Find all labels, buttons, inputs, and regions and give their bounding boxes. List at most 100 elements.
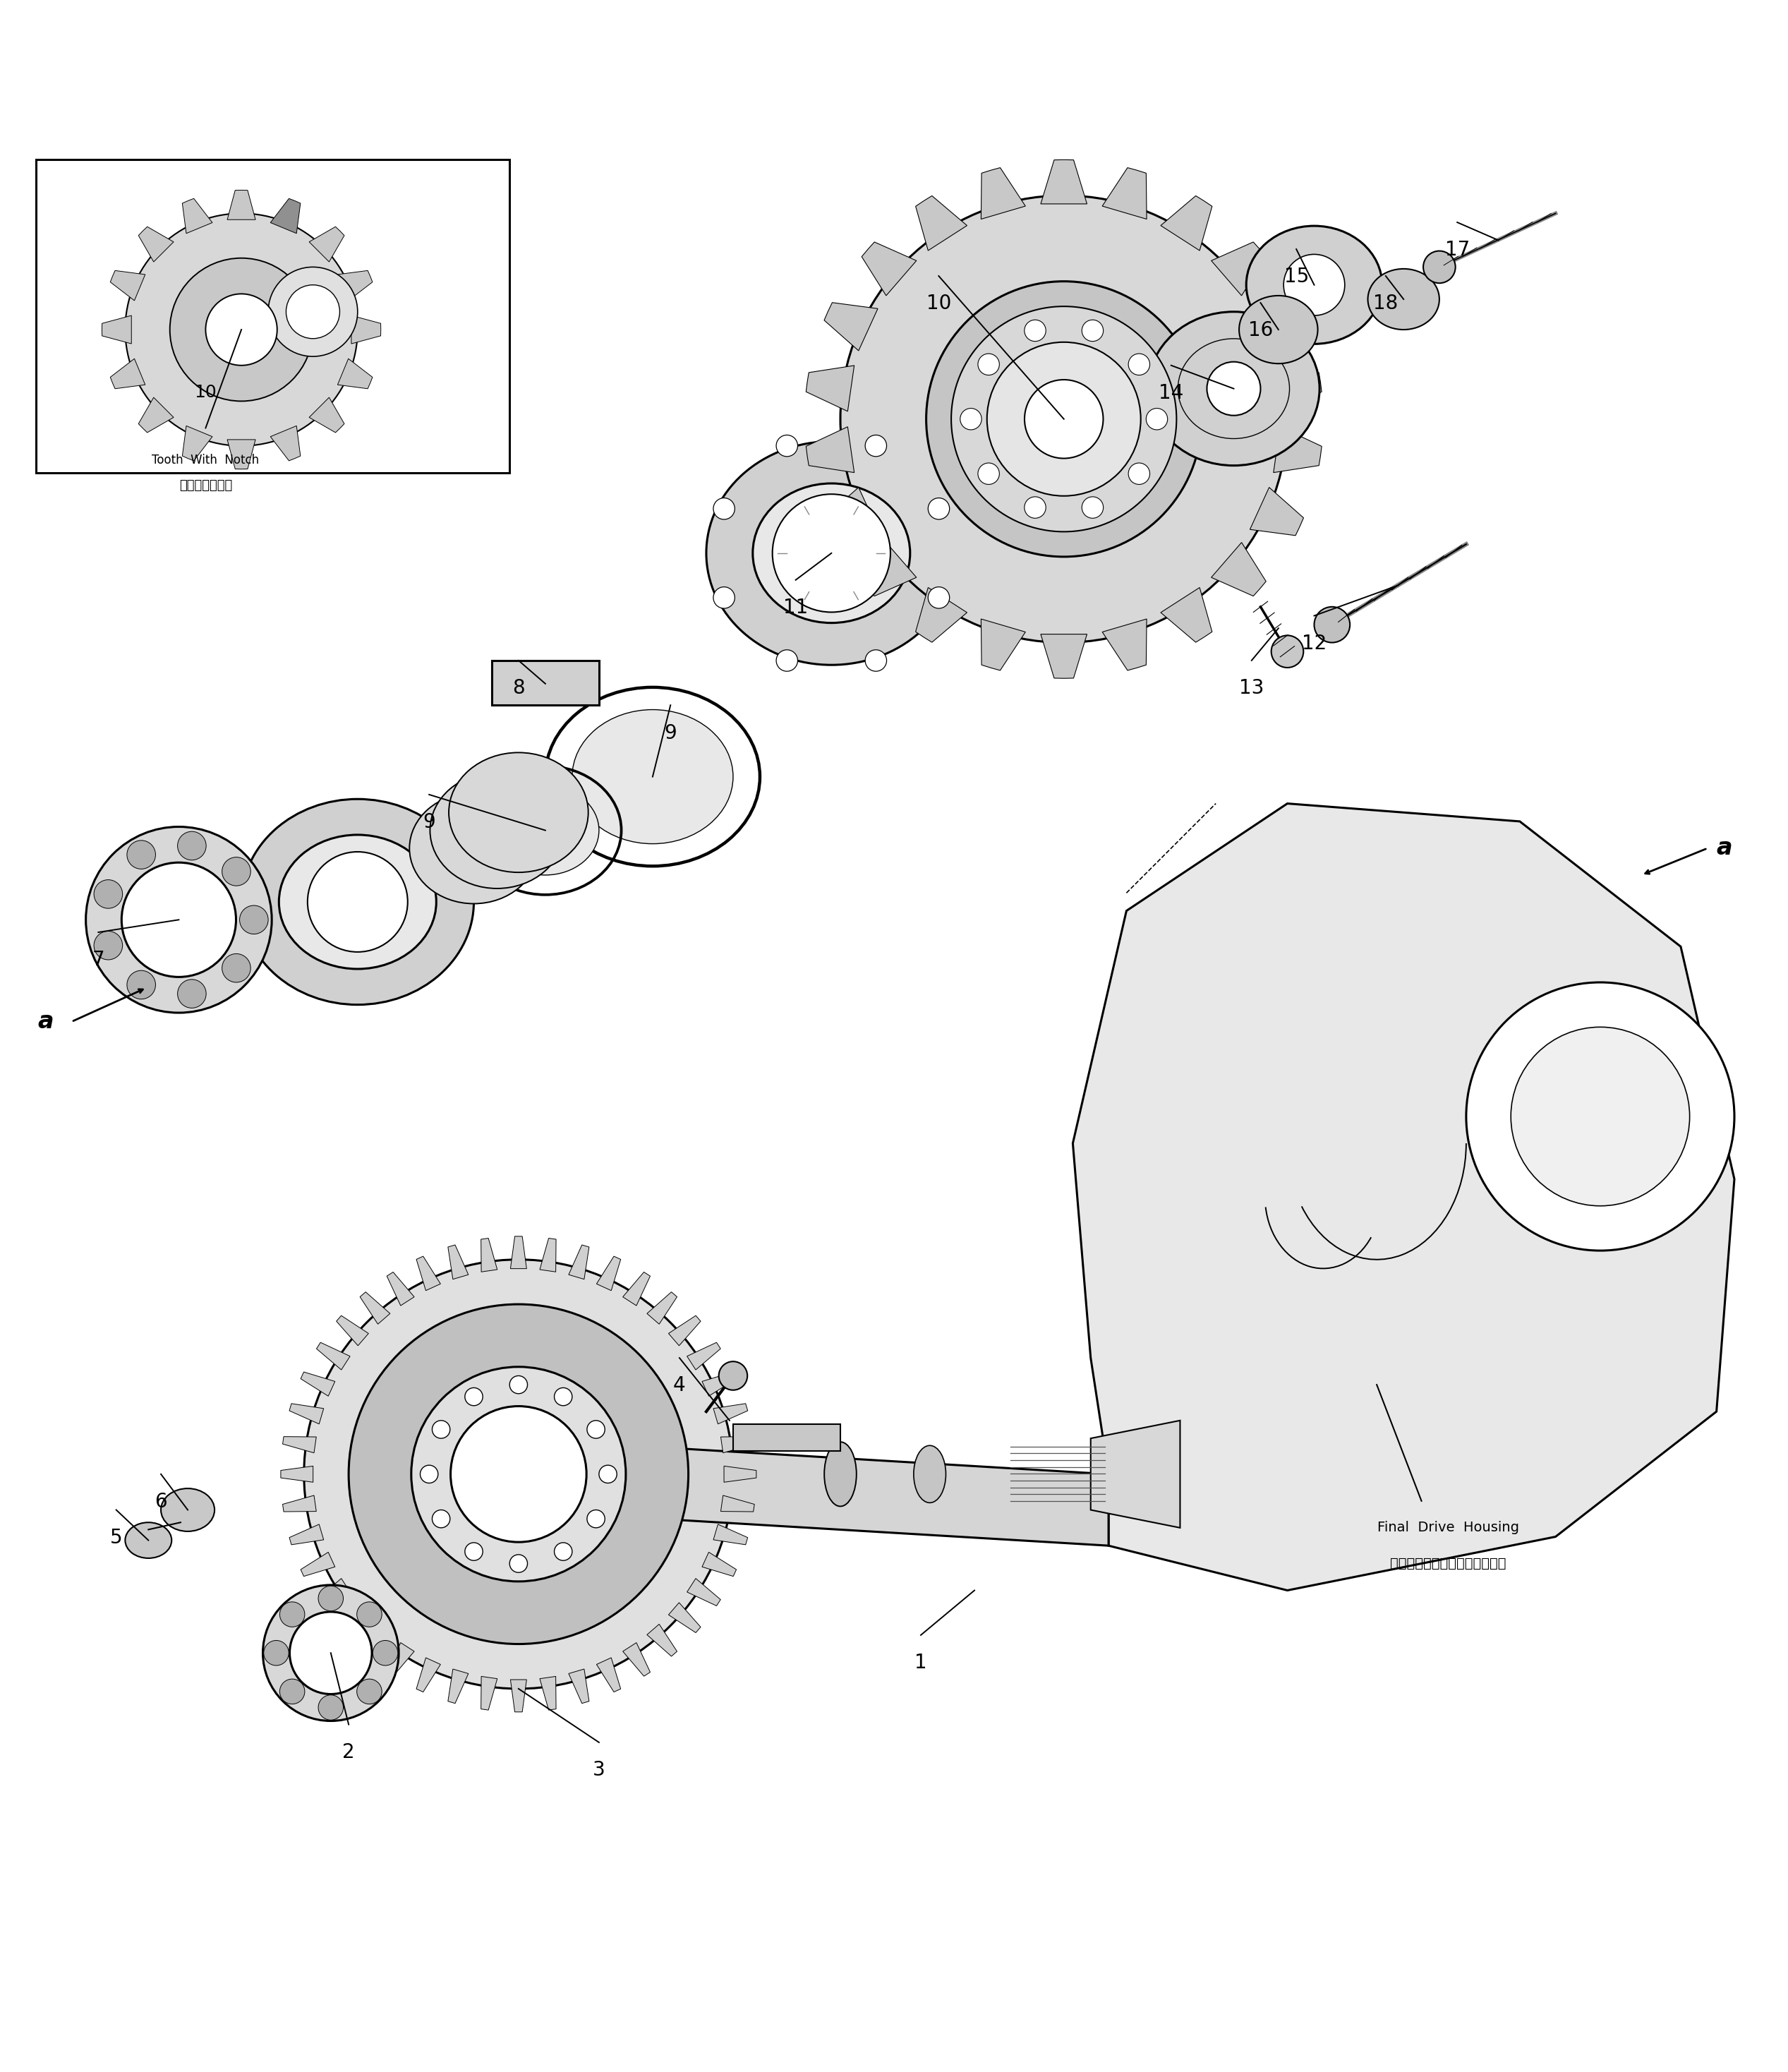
Ellipse shape: [552, 1432, 610, 1517]
Polygon shape: [1210, 543, 1266, 597]
Circle shape: [987, 342, 1141, 495]
Polygon shape: [290, 1403, 324, 1423]
Polygon shape: [1101, 168, 1146, 220]
Polygon shape: [283, 1496, 316, 1513]
Polygon shape: [300, 1372, 334, 1397]
Circle shape: [177, 980, 206, 1009]
Circle shape: [372, 1641, 399, 1666]
Circle shape: [978, 354, 999, 375]
Polygon shape: [1210, 242, 1266, 296]
Circle shape: [268, 267, 358, 356]
Circle shape: [170, 259, 313, 402]
Ellipse shape: [241, 800, 474, 1005]
Text: 歯部きり欠き付: 歯部きり欠き付: [179, 479, 232, 491]
Circle shape: [865, 651, 887, 671]
Circle shape: [1082, 497, 1103, 518]
Circle shape: [95, 881, 123, 908]
Circle shape: [1511, 1028, 1690, 1206]
Polygon shape: [597, 1256, 620, 1291]
Polygon shape: [1101, 620, 1146, 671]
Circle shape: [772, 493, 890, 611]
Circle shape: [599, 1465, 617, 1484]
Circle shape: [279, 1678, 304, 1703]
Circle shape: [222, 953, 250, 982]
Text: 10: 10: [195, 383, 216, 402]
Text: a: a: [38, 1009, 54, 1034]
Polygon shape: [316, 1343, 350, 1370]
Text: 7: 7: [93, 951, 104, 970]
Polygon shape: [449, 1670, 468, 1703]
Circle shape: [465, 1388, 483, 1405]
Text: 16: 16: [1248, 321, 1273, 340]
Text: 18: 18: [1373, 294, 1398, 313]
Polygon shape: [569, 1670, 588, 1703]
Circle shape: [926, 282, 1202, 557]
Circle shape: [304, 1260, 733, 1689]
Circle shape: [713, 586, 735, 609]
Polygon shape: [270, 427, 300, 460]
Text: 6: 6: [156, 1492, 166, 1513]
Polygon shape: [481, 1676, 497, 1709]
Polygon shape: [915, 588, 967, 642]
Circle shape: [1271, 636, 1303, 667]
Circle shape: [928, 497, 949, 520]
Polygon shape: [1160, 588, 1212, 642]
Ellipse shape: [1148, 311, 1320, 466]
Polygon shape: [1041, 634, 1087, 678]
Polygon shape: [338, 271, 372, 300]
Circle shape: [719, 1361, 747, 1390]
Polygon shape: [713, 1525, 747, 1546]
Polygon shape: [724, 1467, 756, 1481]
Polygon shape: [1273, 365, 1321, 412]
Circle shape: [240, 905, 268, 934]
Polygon shape: [417, 1658, 440, 1693]
Text: 1: 1: [915, 1653, 926, 1672]
Circle shape: [358, 1678, 383, 1703]
Circle shape: [1025, 497, 1046, 518]
Text: ファイナルドライブハウジング: ファイナルドライブハウジング: [1391, 1556, 1505, 1571]
Text: 9: 9: [663, 723, 678, 742]
Circle shape: [206, 294, 277, 365]
Circle shape: [586, 1421, 604, 1438]
Circle shape: [776, 651, 797, 671]
Polygon shape: [510, 1680, 527, 1711]
Circle shape: [433, 1421, 451, 1438]
Polygon shape: [1250, 303, 1303, 350]
Ellipse shape: [279, 835, 436, 970]
Polygon shape: [309, 398, 345, 433]
Circle shape: [865, 435, 887, 456]
Ellipse shape: [125, 1523, 172, 1558]
Circle shape: [1025, 319, 1046, 342]
Polygon shape: [290, 1525, 324, 1546]
Circle shape: [554, 1388, 572, 1405]
Ellipse shape: [449, 752, 588, 872]
Polygon shape: [982, 620, 1026, 671]
Polygon shape: [359, 1624, 390, 1656]
Circle shape: [840, 195, 1287, 642]
Polygon shape: [806, 365, 855, 412]
Polygon shape: [111, 271, 145, 300]
Polygon shape: [1091, 1421, 1180, 1527]
Polygon shape: [449, 1245, 468, 1278]
Circle shape: [279, 1602, 304, 1627]
Polygon shape: [336, 1316, 368, 1345]
Circle shape: [433, 1510, 451, 1527]
Polygon shape: [510, 1438, 1109, 1546]
Polygon shape: [510, 1237, 527, 1268]
Polygon shape: [1160, 195, 1212, 251]
Ellipse shape: [572, 709, 733, 843]
Circle shape: [465, 1544, 483, 1560]
Polygon shape: [622, 1643, 651, 1676]
Circle shape: [951, 307, 1177, 533]
Polygon shape: [647, 1293, 678, 1324]
Circle shape: [122, 862, 236, 978]
Circle shape: [1466, 982, 1734, 1251]
Circle shape: [713, 497, 735, 520]
Text: 13: 13: [1239, 678, 1264, 698]
Circle shape: [420, 1465, 438, 1484]
Polygon shape: [687, 1579, 721, 1606]
Circle shape: [1146, 408, 1168, 429]
Polygon shape: [300, 1552, 334, 1577]
Text: 14: 14: [1159, 383, 1184, 404]
Bar: [36, 160, 510, 472]
